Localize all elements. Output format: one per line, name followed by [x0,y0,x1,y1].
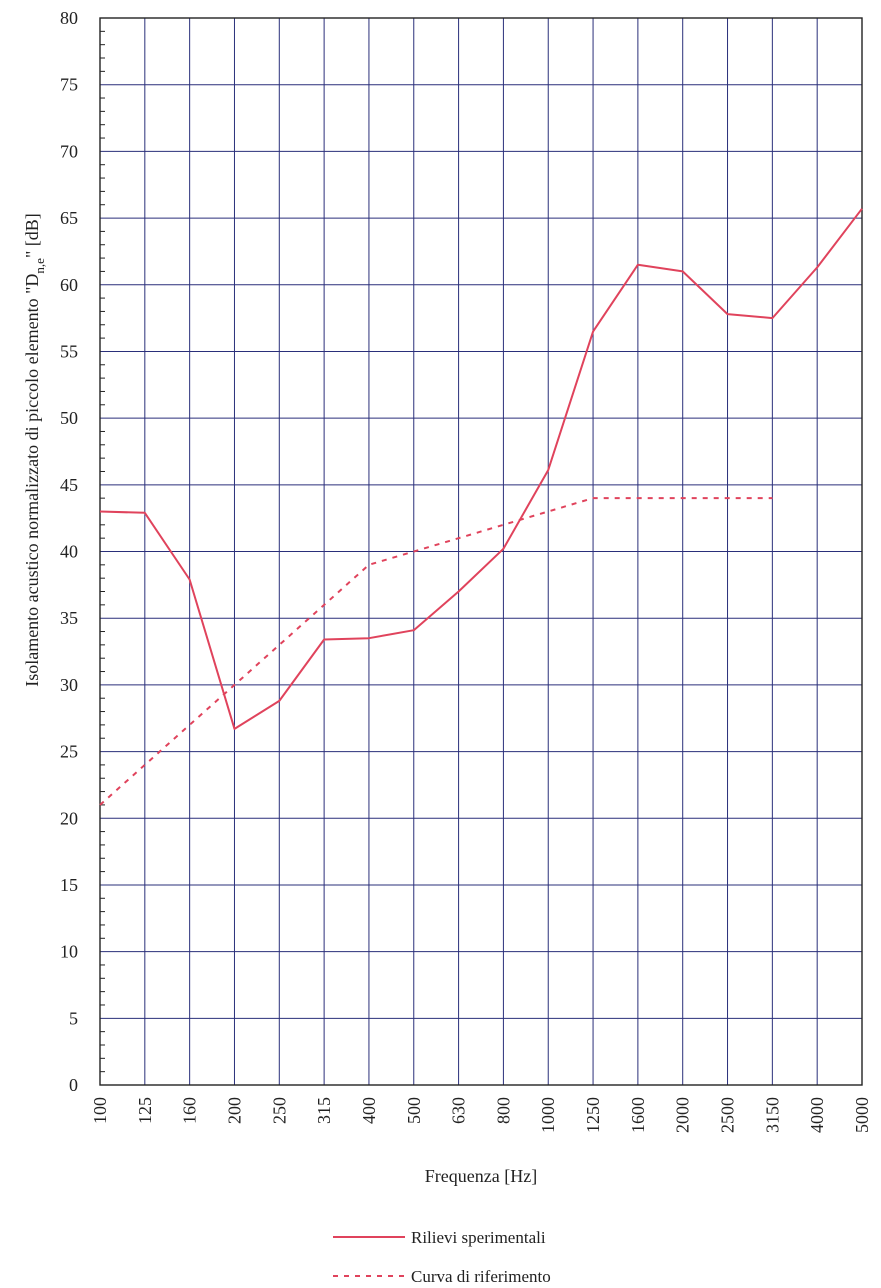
series-line-0 [99,208,863,730]
y-tick-labels: 0 5 10 15 20 25 30 35 40 45 50 55 60 65 70 75 80 [60,8,78,1095]
y-axis-title: Isolamento acustico normalizzato di picc… [22,213,47,687]
series [99,208,863,806]
y-tick-label: 60 [60,275,78,295]
x-tick-label: 1000 [538,1097,558,1133]
plot-frame [99,17,863,1086]
x-tick-label: 100 [90,1097,110,1124]
y-tick-label: 65 [60,208,78,228]
y-axis-title-tail: " [dB] [22,213,42,258]
x-tick-label: 2500 [718,1097,738,1133]
x-tick-label: 1600 [628,1097,648,1133]
x-tick-label: 200 [224,1097,244,1124]
y-tick-label: 5 [69,1008,78,1028]
legend-label-curva: Curva di riferimento [411,1267,551,1286]
x-tick-label: 250 [269,1097,289,1124]
grid [99,17,863,1086]
x-axis-title: Frequenza [Hz] [425,1166,537,1186]
x-tick-label: 1250 [583,1097,603,1133]
y-tick-label: 40 [60,542,78,562]
y-tick-label: 15 [60,875,78,895]
legend-label-rilievi: Rilievi sperimentali [411,1228,546,1247]
minor-ticks [100,30,105,1073]
y-axis-title-subscript: n,e [32,258,47,274]
x-tick-labels: 100 125 160 200 250 315 400 500 630 800 1000 1250 16… [90,1097,872,1133]
legend: Rilievi sperimentali Curva di riferiment… [333,1228,551,1286]
x-tick-label: 160 [180,1097,200,1124]
y-tick-label: 45 [60,475,78,495]
x-tick-label: 4000 [807,1097,827,1133]
x-tick-label: 400 [359,1097,379,1124]
x-tick-label: 3150 [762,1097,782,1133]
y-tick-label: 10 [60,942,78,962]
y-tick-label: 50 [60,408,78,428]
y-tick-label: 20 [60,808,78,828]
x-tick-label: 800 [493,1097,513,1124]
y-tick-label: 0 [69,1075,78,1095]
y-tick-label: 75 [60,75,78,95]
x-tick-label: 2000 [673,1097,693,1133]
x-tick-label: 500 [404,1097,424,1124]
x-tick-label: 125 [135,1097,155,1124]
y-tick-label: 80 [60,8,78,28]
x-tick-label: 315 [314,1097,334,1124]
y-tick-label: 70 [60,141,78,161]
y-tick-label: 35 [60,608,78,628]
y-tick-label: 25 [60,742,78,762]
y-tick-label: 55 [60,341,78,361]
x-tick-label: 5000 [852,1097,872,1133]
series-line-1 [99,497,773,806]
y-tick-label: 30 [60,675,78,695]
x-tick-label: 630 [449,1097,469,1124]
y-axis-title-main: Isolamento acustico normalizzato di picc… [22,274,42,687]
